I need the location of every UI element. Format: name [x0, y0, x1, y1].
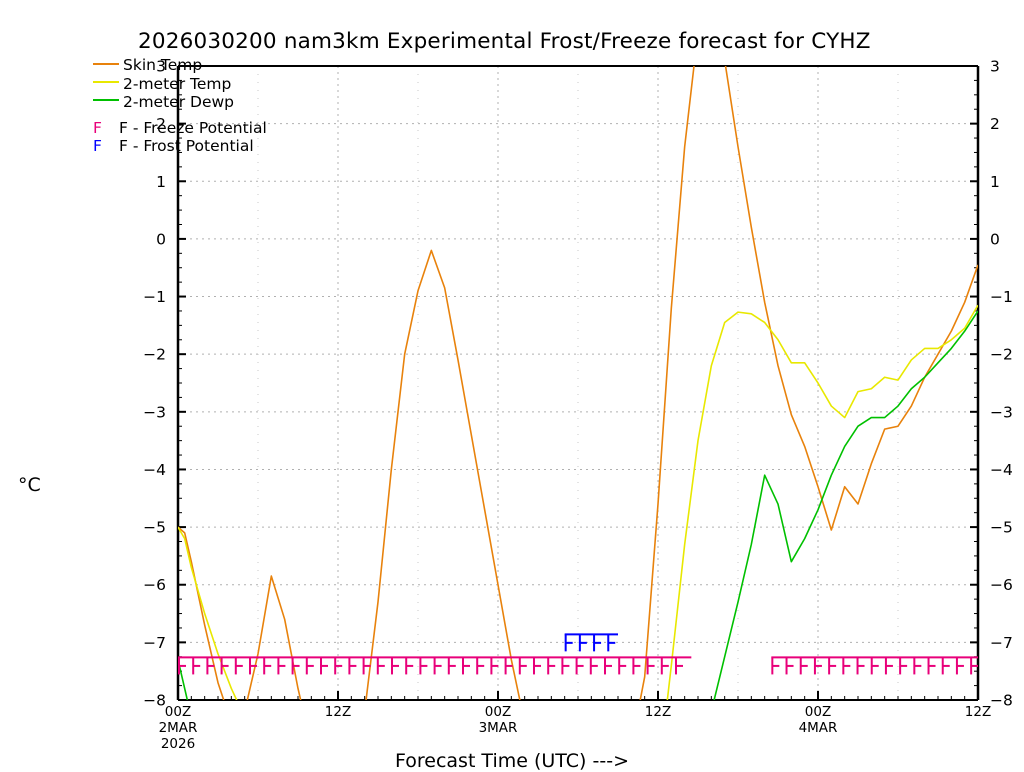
legend-item-skin-temp: Skin Temp: [93, 56, 267, 74]
y-tick-label-right: 3: [990, 58, 1000, 76]
x-tick-label-date: 3MAR: [479, 720, 518, 736]
y-tick-label-left: 3: [156, 58, 166, 76]
x-tick-label: 00Z: [805, 704, 831, 720]
y-tick-label-right: −1: [990, 288, 1013, 306]
y-tick-label-left: 1: [156, 173, 166, 191]
x-tick-label-year: 2026: [161, 736, 195, 752]
y-tick-label-right: −6: [990, 576, 1013, 594]
y-tick-label-right: −5: [990, 519, 1013, 537]
y-tick-label-left: 2: [156, 115, 166, 133]
y-tick-label-left: −2: [143, 346, 166, 364]
y-axis-label: °C: [18, 474, 41, 496]
y-tick-label-left: −1: [143, 288, 166, 306]
y-tick-label-right: 2: [990, 115, 1000, 133]
legend-marker-freeze: F: [93, 118, 102, 137]
legend-item-freeze-potential: F F - Freeze Potential: [93, 119, 267, 137]
series-line-2-meter-dewp: [178, 310, 978, 700]
legend-marker-frost: F: [93, 137, 102, 156]
legend-swatch-skin-temp: [93, 63, 119, 65]
series-line-2-meter-temp: [178, 304, 978, 700]
y-tick-label-left: −8: [143, 692, 166, 710]
series-line-skin-temp: [178, 66, 978, 700]
legend-item-frost-potential: F F - Frost Potential: [93, 137, 267, 155]
y-tick-label-left: −7: [143, 634, 166, 652]
y-tick-label-right: −8: [990, 692, 1013, 710]
legend-swatch-2m-dewp: [93, 99, 119, 102]
y-tick-label-right: −4: [990, 461, 1013, 479]
x-tick-label-date: 2MAR: [159, 720, 198, 736]
legend-label-skin-temp: Skin Temp: [123, 56, 203, 75]
y-tick-label-left: −4: [143, 461, 166, 479]
y-tick-label-left: −3: [143, 403, 166, 421]
y-tick-label-left: −6: [143, 576, 166, 594]
series-group: [178, 66, 978, 700]
x-tick-label: 12Z: [965, 704, 991, 720]
legend-swatch-2m-temp: [93, 81, 119, 84]
y-tick-label-right: −7: [990, 634, 1013, 652]
y-tick-label-right: −3: [990, 403, 1013, 421]
legend-label-freeze-potential: F - Freeze Potential: [119, 118, 267, 137]
legend-label-frost-potential: F - Frost Potential: [119, 137, 254, 156]
y-tick-label-right: 0: [990, 230, 1000, 248]
x-tick-label: 12Z: [645, 704, 671, 720]
x-tick-label: 12Z: [325, 704, 351, 720]
y-tick-label-right: −2: [990, 346, 1013, 364]
y-tick-label-right: 1: [990, 173, 1000, 191]
x-tick-label: 00Z: [165, 704, 191, 720]
y-tick-label-left: 0: [156, 230, 166, 248]
y-tick-label-left: −5: [143, 519, 166, 537]
x-axis-label: Forecast Time (UTC) --->: [395, 750, 629, 772]
x-tick-label-date: 4MAR: [799, 720, 838, 736]
x-tick-label: 00Z: [485, 704, 511, 720]
page-title: 2026030200 nam3km Experimental Frost/Fre…: [138, 29, 871, 54]
